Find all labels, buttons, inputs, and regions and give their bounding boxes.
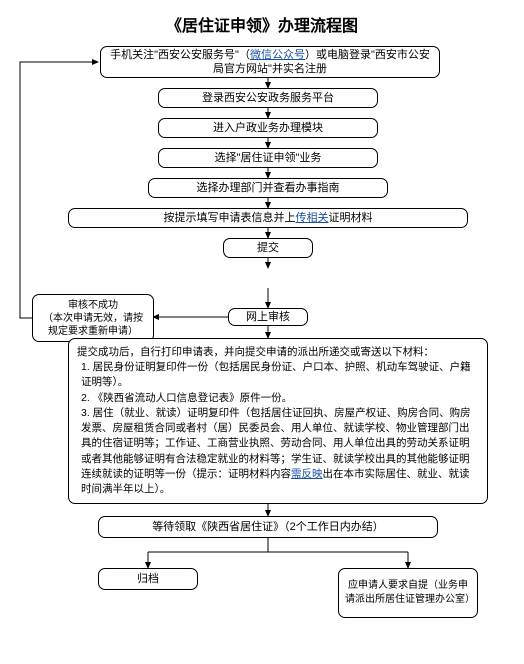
node-review: 网上审核 (228, 308, 308, 326)
big-l0: 提交成功后，自行打印申请表，并向提交申请的派出所递交或寄送以下材料： (77, 345, 479, 360)
node-select-dept: 选择办理部门并查看办事指南 (148, 178, 388, 198)
fail-l2: （本次申请无效，请按规定要求重新申请） (43, 313, 143, 337)
big-l3: 3. 居住（就业、就读）证明复印件（包括居住证回执、房屋产权证、购房合同、购房发… (77, 406, 479, 497)
node-enter-module: 进入户政业务办理模块 (158, 118, 378, 138)
node-wait-cert: 等待领取《陕西省居住证》（2个工作日内办结） (98, 516, 438, 538)
node-fill-form: 按提示填写申请表信息并上传相关证明材料 (68, 208, 468, 228)
node-self-pickup: 应申请人要求自提（业务申请派出所居住证管理办公室） (338, 568, 478, 618)
flowchart: 手机关注"西安公安服务号"（微信公众号）或电脑登录"西安市公安局官方网站"并实名… (8, 46, 516, 656)
node-fail: 审核不成功 （本次申请无效，请按规定要求重新申请） (32, 294, 154, 342)
big-l2: 2. 《陕西省流动人口信息登记表》原件一份。 (77, 391, 479, 406)
fail-l1: 审核不成功 (68, 300, 118, 311)
n6-pre: 按提示填写申请表信息并上 (164, 212, 296, 224)
node-archive: 归档 (98, 568, 198, 590)
node-materials: 提交成功后，自行打印申请表，并向提交申请的派出所递交或寄送以下材料： 1. 居民… (68, 338, 488, 504)
node-register: 手机关注"西安公安服务号"（微信公众号）或电脑登录"西安市公安局官方网站"并实名… (100, 46, 440, 78)
node-login: 登录西安公安政务服务平台 (158, 88, 378, 108)
n1-pre: 手机关注"西安公安服务号"（ (110, 49, 250, 61)
node-select-biz: 选择"居住证申领"业务 (158, 148, 378, 168)
n1-hl: 微信公众号 (250, 49, 305, 61)
n6-hl: 传相关 (296, 212, 329, 224)
big-l1: 1. 居民身份证明复印件一份（包括居民身份证、户口本、护照、机动车驾驶证、户籍证… (77, 360, 479, 390)
n6-post: 证明材料 (329, 212, 373, 224)
node-submit: 提交 (223, 238, 313, 258)
page-title: 《居住证申领》办理流程图 (8, 12, 516, 36)
